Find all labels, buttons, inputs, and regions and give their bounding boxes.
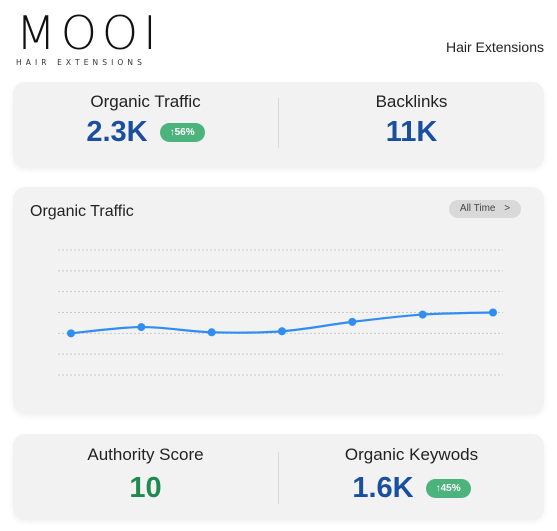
organic-keywords-value-row: 1.6K ↑45% bbox=[279, 472, 544, 504]
authority-score-metric: Authority Score 10 bbox=[13, 434, 278, 520]
authority-score-label: Authority Score bbox=[87, 445, 204, 464]
organic-traffic-line-chart bbox=[58, 249, 503, 376]
time-range-button[interactable]: All Time > bbox=[449, 200, 521, 218]
authority-score-value-row: 10 bbox=[13, 472, 278, 504]
data-point[interactable] bbox=[278, 327, 286, 336]
metric-divider bbox=[278, 452, 279, 504]
data-point[interactable] bbox=[348, 317, 357, 326]
organic-traffic-value-row: 2.3K ↑56% bbox=[13, 116, 278, 148]
time-range-label: All Time bbox=[459, 203, 496, 214]
logo-tagline: HAIR EXTENSIONS bbox=[16, 58, 146, 67]
organic-keywords-label: Organic Keywods bbox=[344, 445, 479, 464]
data-point[interactable] bbox=[489, 308, 497, 317]
metric-divider bbox=[278, 98, 279, 148]
organic-traffic-metric: Organic Traffic 2.3K ↑56% bbox=[13, 82, 278, 168]
backlinks-label: Backlinks bbox=[375, 92, 448, 111]
logo-wordmark: MOOI bbox=[16, 6, 162, 60]
data-point[interactable] bbox=[137, 323, 146, 332]
brand-label: Hair Extensions bbox=[445, 39, 544, 55]
backlinks-value-row: 11K bbox=[279, 116, 544, 148]
organic-keywords-metric: Organic Keywods 1.6K ↑45% bbox=[279, 434, 544, 520]
organic-keywords-change-badge: ↑45% bbox=[425, 478, 471, 498]
organic-traffic-label: Organic Traffic bbox=[90, 92, 201, 111]
data-point[interactable] bbox=[418, 310, 427, 319]
brand-logo: MOOI HAIR EXTENSIONS bbox=[16, 10, 166, 67]
data-point[interactable] bbox=[207, 328, 216, 337]
backlinks-value: 11K bbox=[385, 116, 438, 148]
chart-title: Organic Traffic bbox=[30, 203, 134, 220]
chevron-right-icon: > bbox=[504, 203, 511, 214]
bottom-metrics-card: Authority Score 10 Organic Keywods 1.6K … bbox=[13, 434, 544, 520]
organic-traffic-chart-card: Organic Traffic All Time > bbox=[13, 187, 544, 414]
organic-traffic-change-badge: ↑56% bbox=[159, 122, 205, 142]
top-metrics-card: Organic Traffic 2.3K ↑56% Backlinks 11K bbox=[13, 82, 544, 168]
backlinks-metric: Backlinks 11K bbox=[279, 82, 544, 168]
data-point[interactable] bbox=[67, 329, 75, 338]
organic-traffic-value: 2.3K bbox=[86, 116, 148, 148]
organic-keywords-value: 1.6K bbox=[352, 472, 414, 504]
authority-score-value: 10 bbox=[129, 472, 162, 504]
